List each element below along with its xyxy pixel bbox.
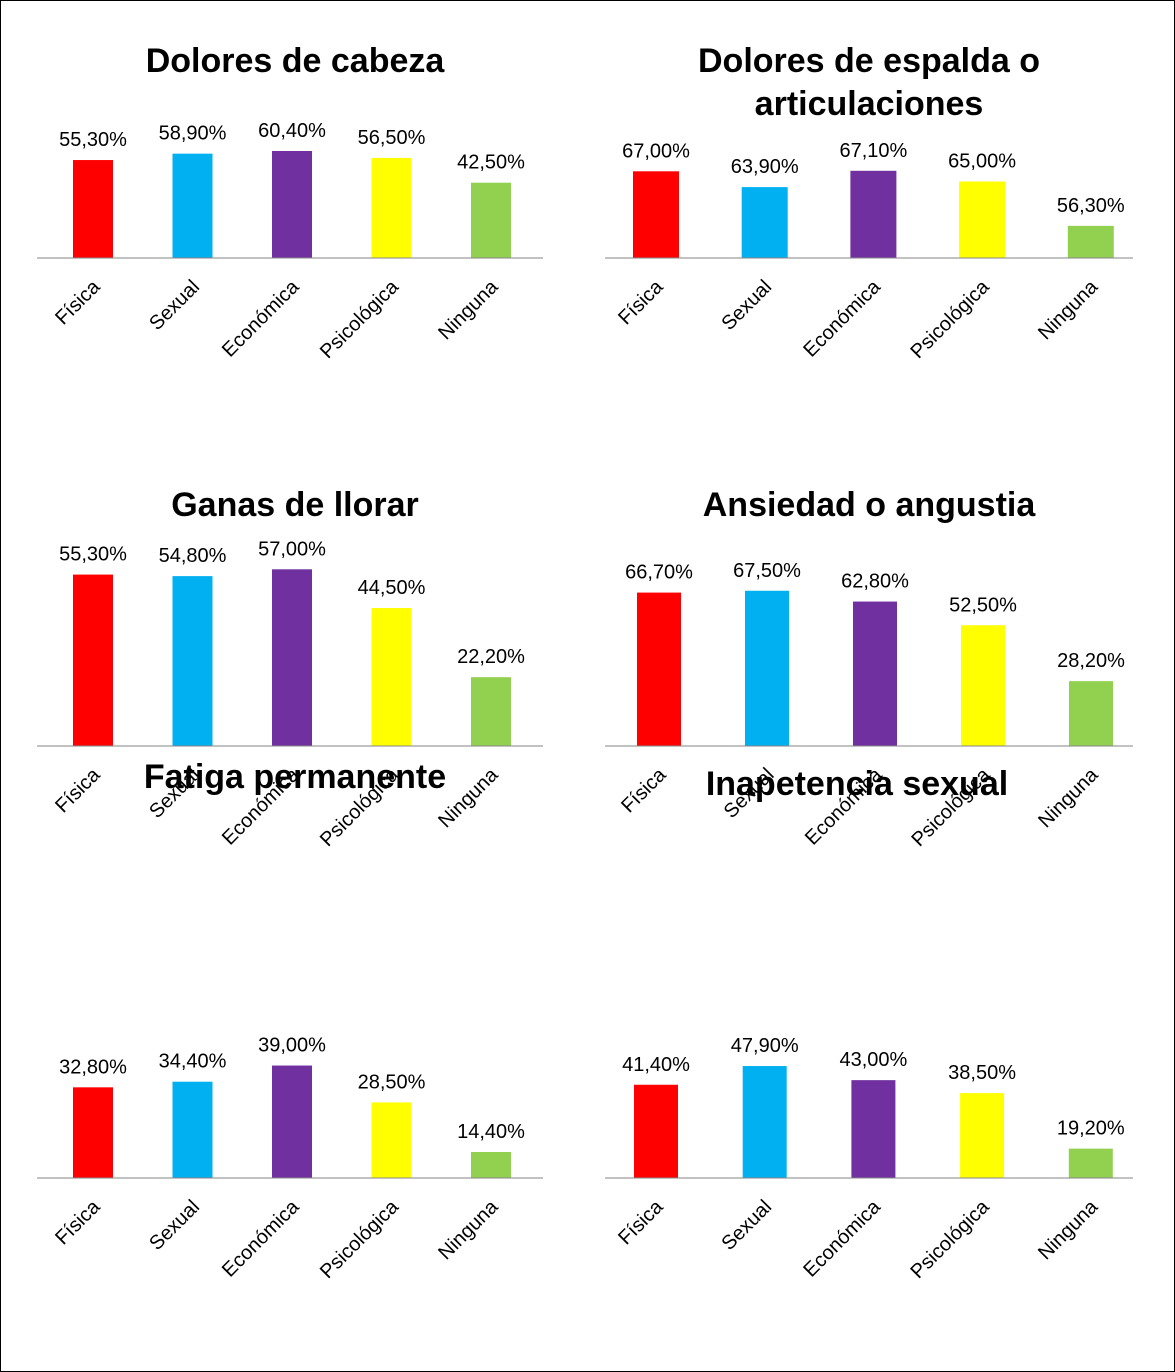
value-label: 58,90% bbox=[159, 123, 227, 145]
x-tick-label: Física bbox=[51, 275, 105, 329]
x-tick-label: Ninguna bbox=[1034, 275, 1103, 344]
x-tick-label: Sexual bbox=[145, 276, 204, 335]
value-label: 32,80% bbox=[59, 1056, 127, 1078]
x-tick-label: Económica bbox=[799, 275, 885, 361]
value-label: 41,40% bbox=[622, 1054, 690, 1076]
bar bbox=[371, 157, 412, 258]
x-tick-label: Económica bbox=[218, 275, 304, 361]
bar bbox=[850, 170, 897, 258]
x-tick-label: Económica bbox=[799, 1195, 885, 1281]
value-label: 56,50% bbox=[358, 127, 426, 149]
value-label: 44,50% bbox=[358, 577, 426, 599]
value-label: 43,00% bbox=[839, 1049, 907, 1071]
bar bbox=[637, 592, 681, 746]
bar bbox=[851, 1080, 896, 1178]
bar bbox=[633, 171, 679, 258]
value-label: 67,10% bbox=[839, 140, 907, 162]
bar bbox=[741, 187, 788, 258]
bar bbox=[1069, 681, 1113, 746]
bar bbox=[471, 1151, 511, 1178]
x-tick-label: Sexual bbox=[717, 276, 776, 335]
bar bbox=[471, 677, 511, 746]
x-tick-label: Económica bbox=[218, 1195, 304, 1281]
x-tick-label: Psicológica bbox=[316, 1195, 404, 1283]
value-label: 67,50% bbox=[733, 560, 801, 582]
value-label: 39,00% bbox=[258, 1035, 326, 1057]
bar bbox=[959, 181, 1006, 258]
bar bbox=[960, 1093, 1005, 1178]
value-label: 65,00% bbox=[948, 151, 1016, 173]
bar bbox=[272, 1065, 312, 1178]
chart-title: Ansiedad o angustia bbox=[702, 486, 1036, 524]
value-label: 34,40% bbox=[159, 1051, 227, 1073]
chart-title: Dolores de cabeza bbox=[145, 42, 445, 80]
bar bbox=[745, 590, 789, 746]
value-label: 62,80% bbox=[841, 571, 909, 593]
x-tick-label: Física bbox=[51, 1195, 105, 1249]
bar bbox=[73, 160, 113, 258]
value-label: 55,30% bbox=[59, 129, 127, 151]
value-label: 38,50% bbox=[948, 1062, 1016, 1084]
bar bbox=[371, 1102, 412, 1178]
x-tick-label: Física bbox=[614, 1195, 668, 1249]
value-label: 55,30% bbox=[59, 544, 127, 566]
value-label: 47,90% bbox=[731, 1035, 799, 1057]
bar bbox=[172, 576, 213, 746]
value-label: 63,90% bbox=[731, 156, 799, 178]
value-label: 14,40% bbox=[457, 1121, 525, 1143]
value-label: 42,50% bbox=[457, 152, 525, 174]
chart-title: Ganas de llorar bbox=[171, 486, 419, 524]
value-label: 66,70% bbox=[625, 562, 693, 584]
x-tick-label: Psicológica bbox=[316, 275, 404, 363]
x-tick-label: Ninguna bbox=[434, 1195, 503, 1264]
x-tick-label: Sexual bbox=[145, 1196, 204, 1255]
value-label: 56,30% bbox=[1057, 195, 1125, 217]
value-label: 67,00% bbox=[622, 140, 690, 162]
bar bbox=[634, 1084, 678, 1178]
x-tick-label: Psicológica bbox=[907, 275, 995, 363]
value-label: 28,20% bbox=[1057, 650, 1125, 672]
value-label: 22,20% bbox=[457, 646, 525, 668]
x-tick-label: Ninguna bbox=[434, 275, 503, 344]
x-tick-label: Sexual bbox=[717, 1196, 776, 1255]
value-label: 28,50% bbox=[358, 1071, 426, 1093]
bar bbox=[1068, 1148, 1113, 1178]
bar bbox=[371, 608, 412, 746]
x-tick-label: Ninguna bbox=[1034, 1195, 1103, 1264]
x-tick-label: Psicológica bbox=[907, 1195, 995, 1283]
value-label: 19,20% bbox=[1057, 1118, 1125, 1140]
bar bbox=[272, 151, 312, 258]
value-label: 60,40% bbox=[258, 120, 326, 142]
bar bbox=[172, 1081, 213, 1178]
bar bbox=[1067, 225, 1114, 258]
bar bbox=[471, 182, 511, 258]
value-label: 54,80% bbox=[159, 545, 227, 567]
x-tick-label: Física bbox=[614, 275, 668, 329]
chart-title: Inapetencia sexual bbox=[705, 765, 1009, 803]
bar bbox=[272, 569, 312, 746]
bar bbox=[172, 153, 213, 258]
chart-title: Fatiga permanente bbox=[143, 758, 447, 796]
value-label: 57,00% bbox=[258, 538, 326, 560]
bar bbox=[73, 1087, 113, 1178]
chart-title: Dolores de espalda o articulaciones bbox=[698, 42, 1040, 123]
bar bbox=[73, 574, 113, 746]
value-label: 52,50% bbox=[949, 594, 1017, 616]
bar bbox=[853, 601, 897, 746]
bar bbox=[961, 625, 1005, 746]
bar bbox=[742, 1066, 787, 1178]
